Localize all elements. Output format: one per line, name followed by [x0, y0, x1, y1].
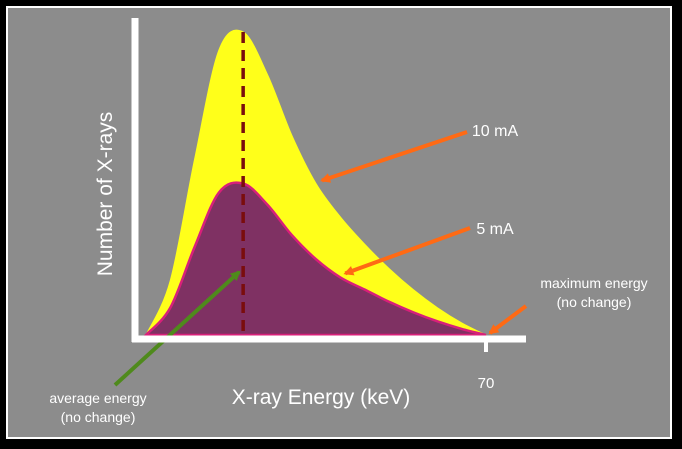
annotation-max-energy-line1: maximum energy — [540, 275, 647, 291]
arrow-to-average-energy — [113, 270, 241, 387]
arrow-to-10ma — [320, 130, 468, 183]
arrow-to-5ma — [343, 226, 471, 276]
annotation-max-energy-line2: (no change) — [557, 294, 632, 310]
arrow-to-max-energy — [488, 304, 528, 335]
annotation-avg-energy-line2: (no change) — [61, 409, 136, 425]
annotation-avg-energy-line1: average energy — [49, 390, 146, 406]
chart-marks — [113, 32, 528, 387]
x-axis-label: X-ray Energy (keV) — [232, 386, 411, 409]
annotation-10ma: 10 mA — [472, 123, 519, 140]
y-axis-label: Number of X-rays — [94, 112, 117, 277]
x-tick-label-70: 70 — [478, 375, 495, 392]
series-5ma-area — [143, 181, 487, 337]
chart-frame: 70 X-ray Energy (keV) Number of X-rays 1… — [6, 6, 672, 439]
annotation-5ma: 5 mA — [476, 221, 514, 238]
series-areas — [143, 29, 487, 337]
x-ray-spectrum-chart: 70 X-ray Energy (keV) Number of X-rays 1… — [49, 18, 648, 425]
